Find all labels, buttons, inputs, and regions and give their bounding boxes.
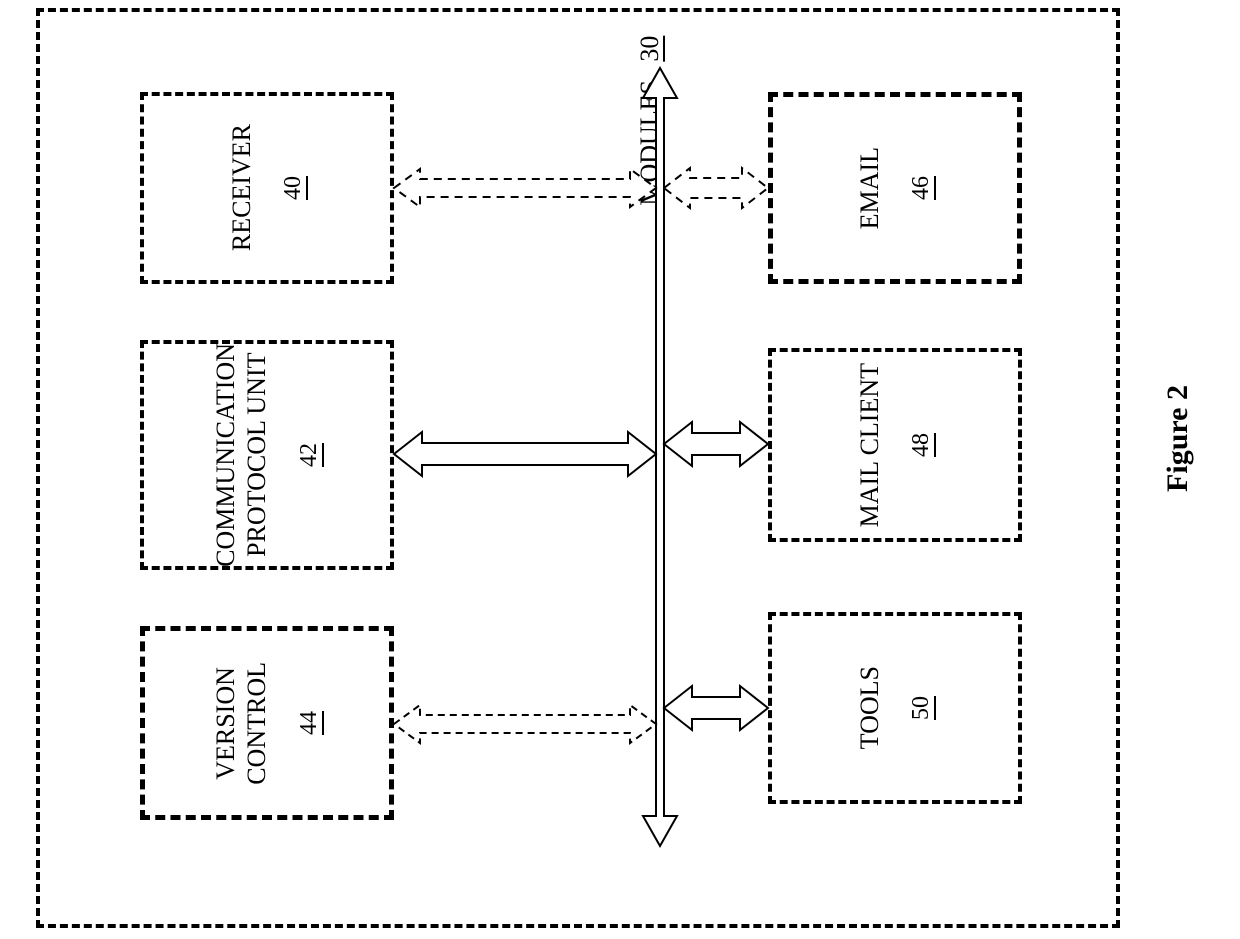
connector-comm-protocol [394, 432, 656, 476]
connector-tools [664, 686, 768, 730]
connector-version-ctrl [394, 705, 656, 743]
connector-mail-client [664, 422, 768, 466]
diagram-root: MODULES 30 RECEIVER40COMMUNICATION PROTO… [0, 0, 1240, 939]
connector-receiver [394, 169, 656, 207]
figure-caption: Figure 2 [1160, 385, 1196, 492]
connector-email [664, 168, 768, 208]
arrows-layer [0, 0, 1240, 939]
